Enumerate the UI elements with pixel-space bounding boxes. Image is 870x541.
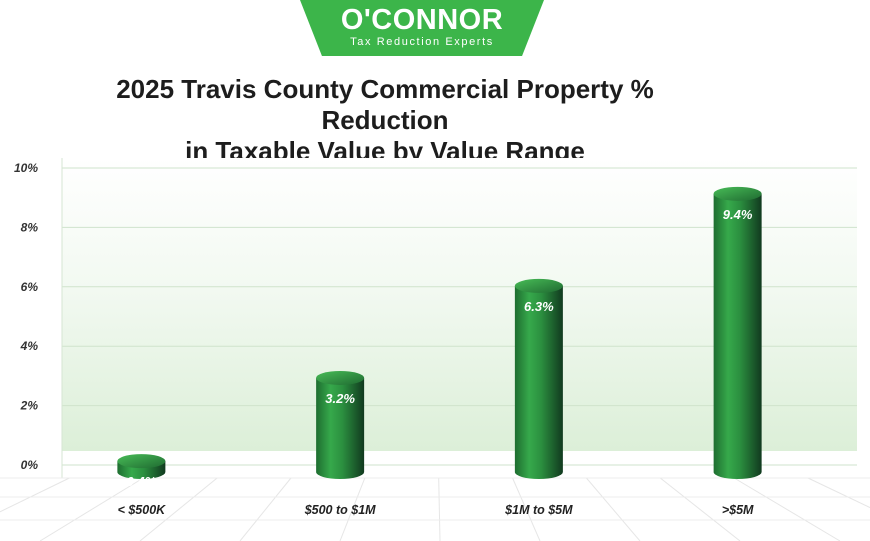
value-labels: 0.4% 3.2% 6.3% 9.4% [127,207,753,489]
bar-top [316,370,365,385]
bar [316,370,365,479]
x-tick-label: < $500K [118,503,167,517]
x-tick-label: $1M to $5M [504,503,573,517]
bar-top [514,278,563,293]
x-axis-ticks: < $500K $500 to $1M $1M to $5M >$5M [118,503,754,517]
bar-value-label: 3.2% [325,391,355,406]
floor-line [139,477,218,541]
y-tick-label: 0% [21,458,39,472]
floor-line [39,477,144,541]
bar-top [713,186,762,201]
floor-line [438,477,441,541]
x-tick-label: >$5M [722,503,754,517]
brand-logo: O'CONNOR Tax Reduction Experts [300,0,544,56]
bar-top [117,454,166,469]
bar-value-label: 9.4% [723,207,753,222]
y-tick-label: 2% [20,399,39,413]
y-axis-ticks: 0% 2% 4% 6% 8% 10% [14,161,38,472]
floor-line [586,477,641,541]
floor-line [239,477,292,541]
floor-line [659,477,741,541]
bar-value-label: 6.3% [524,299,554,314]
x-tick-label: $500 to $1M [304,503,376,517]
bar-body [713,193,762,479]
bars [117,186,762,479]
bar-body [316,377,365,479]
brand-tagline: Tax Reduction Experts [350,36,494,48]
bar [713,186,762,479]
floor-line [733,477,841,541]
floor-line [807,477,870,509]
y-tick-label: 4% [20,339,39,353]
bar [514,278,563,479]
bar [117,454,166,479]
floor-line [339,477,366,541]
floor-line [0,477,70,513]
y-tick-label: 10% [14,161,38,175]
y-tick-label: 6% [21,280,39,294]
y-tick-label: 8% [21,220,39,234]
bar-body [514,285,563,479]
brand-name: O'CONNOR [340,4,504,36]
bar-value-label: 0.4% [127,474,157,489]
floor-line [512,477,541,541]
